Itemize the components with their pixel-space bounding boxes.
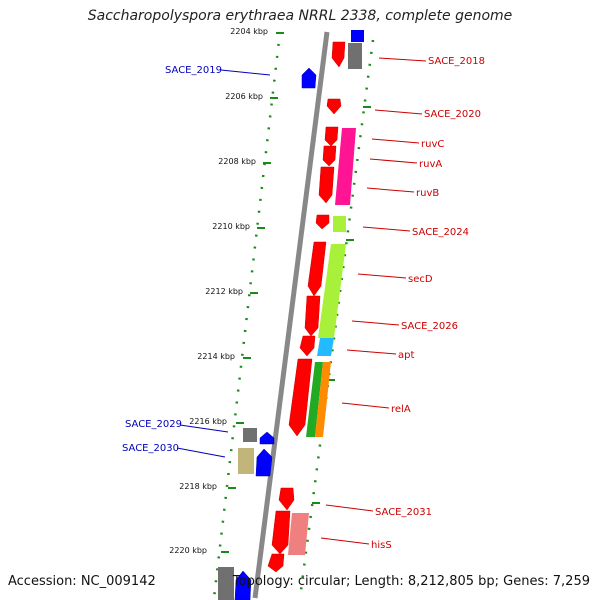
gene-label: hisS: [371, 540, 392, 551]
gene-ruvC[interactable]: [324, 126, 339, 147]
bar-top-blue: [351, 30, 364, 42]
bar-green-rela: [306, 362, 323, 437]
gene-label: apt: [398, 350, 414, 361]
gene-ruvB[interactable]: [318, 166, 335, 204]
gene-ruvA[interactable]: [322, 145, 337, 167]
gene-secD[interactable]: [307, 241, 327, 297]
reverse-genes: [234, 67, 317, 600]
gene-sace-2018[interactable]: [331, 41, 346, 68]
kbp-label: 2212 kbp: [205, 287, 243, 296]
topology-text: Topology: circular; Length: 8,212,805 bp…: [232, 574, 590, 589]
gene-label: ruvA: [419, 159, 442, 170]
gene-rev-bottom[interactable]: [234, 570, 252, 600]
bar-gray-2029: [243, 428, 257, 442]
bar-olive-2030: [238, 448, 254, 474]
gene-label: SACE_2026: [401, 321, 458, 332]
gene-label: SACE_2031: [375, 507, 432, 518]
forward-genes: [267, 41, 346, 573]
bar-lime-secd: [318, 244, 346, 338]
outer-dotted-ring: [298, 39, 375, 599]
gene-label: SACE_2019: [165, 65, 222, 76]
gene-sace-2030[interactable]: [255, 448, 273, 477]
reverse-leaders: [176, 69, 271, 458]
bar-cyan-apt: [317, 338, 334, 356]
gene-hisS[interactable]: [271, 510, 291, 555]
gene-sace-2024[interactable]: [315, 214, 330, 230]
gene-sace-2019[interactable]: [301, 67, 317, 89]
kbp-label: 2220 kbp: [169, 546, 207, 555]
gene-label: relA: [391, 404, 411, 415]
gene-label: SACE_2024: [412, 227, 469, 238]
accession-text: Accession: NC_009142: [8, 574, 156, 589]
gene-label: secD: [408, 274, 433, 285]
gene-label: SACE_2029: [125, 419, 182, 430]
gene-sace-2031[interactable]: [278, 487, 295, 511]
bar-gray-2018: [348, 43, 362, 69]
gene-label: ruvC: [421, 139, 444, 150]
functional-bars: [288, 30, 364, 555]
reverse-bars: [218, 428, 257, 600]
bar-pink-hiss: [288, 513, 309, 555]
gene-label: SACE_2020: [424, 109, 481, 120]
gene-relA[interactable]: [288, 358, 313, 437]
bar-gray-bottom: [218, 567, 234, 600]
gene-label: SACE_2018: [428, 56, 485, 67]
genome-backbone: [252, 31, 330, 599]
kbp-ticks: [221, 32, 371, 553]
kbp-label: 2208 kbp: [218, 157, 256, 166]
gene-label: SACE_2030: [122, 443, 179, 454]
bar-magenta-ruv: [335, 128, 356, 205]
gene-fwd-bottom[interactable]: [267, 553, 285, 573]
bar-lime-2024: [333, 216, 346, 232]
gene-apt[interactable]: [299, 335, 316, 357]
kbp-label: 2216 kbp: [189, 417, 227, 426]
gene-sace-2026[interactable]: [304, 295, 321, 337]
bar-orange-rela: [315, 362, 331, 437]
gene-sace-2020[interactable]: [326, 98, 342, 115]
gene-label: ruvB: [416, 188, 439, 199]
kbp-label: 2214 kbp: [197, 352, 235, 361]
forward-leaders: [320, 57, 427, 545]
inner-dotted-ring: [212, 31, 282, 599]
kbp-label: 2204 kbp: [230, 27, 268, 36]
kbp-label: 2206 kbp: [225, 92, 263, 101]
kbp-label: 2218 kbp: [179, 482, 217, 491]
kbp-label: 2210 kbp: [212, 222, 250, 231]
gene-sace-2029[interactable]: [259, 431, 275, 445]
map-title: Saccharopolyspora erythraea NRRL 2338, c…: [87, 8, 513, 24]
